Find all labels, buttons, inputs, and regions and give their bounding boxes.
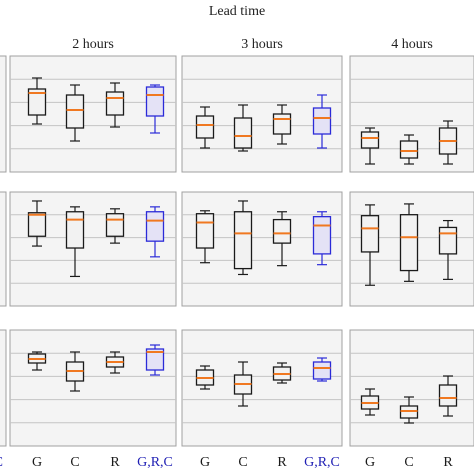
category-label: G xyxy=(200,455,210,470)
category-label: G,R,C xyxy=(304,455,340,470)
box-iqr xyxy=(438,384,458,407)
panel-frame xyxy=(9,329,177,447)
category-label: G xyxy=(32,455,42,470)
box-iqr xyxy=(195,213,215,249)
box-iqr xyxy=(145,211,165,242)
panel-frame xyxy=(181,329,343,447)
box-iqr xyxy=(399,140,419,159)
box-iqr xyxy=(312,361,332,380)
category-label: R xyxy=(110,455,120,470)
box-iqr xyxy=(65,211,85,249)
category-label: R xyxy=(277,455,287,470)
column-header: 2 hours xyxy=(72,37,114,52)
box-iqr xyxy=(105,91,125,116)
box-iqr xyxy=(233,211,253,270)
category-label: C xyxy=(238,455,247,470)
category-label: G xyxy=(365,455,375,470)
box-iqr xyxy=(145,86,165,117)
box-iqr xyxy=(27,88,47,116)
box-iqr xyxy=(272,113,292,135)
box-iqr xyxy=(105,213,125,237)
partial-category-label: G,R,C xyxy=(0,455,3,470)
category-label: G,R,C xyxy=(137,455,173,470)
column-header: 4 hours xyxy=(391,37,433,52)
box-iqr xyxy=(65,94,85,129)
box-iqr xyxy=(145,348,165,371)
category-label: C xyxy=(404,455,413,470)
box-iqr xyxy=(438,226,458,255)
box-iqr xyxy=(195,115,215,139)
partial-panel xyxy=(0,191,7,307)
category-label: R xyxy=(443,455,453,470)
box-iqr xyxy=(272,218,292,244)
panel-frame xyxy=(9,191,177,307)
box-iqr xyxy=(360,131,380,149)
column-header: 3 hours xyxy=(241,37,283,52)
partial-panel xyxy=(0,329,7,447)
box-iqr xyxy=(360,215,380,253)
box-iqr xyxy=(312,107,332,135)
partial-panel xyxy=(0,55,7,173)
category-label: C xyxy=(70,455,79,470)
box-iqr xyxy=(399,214,419,272)
box-iqr xyxy=(233,117,253,149)
box-iqr xyxy=(27,212,47,237)
box-iqr xyxy=(312,216,332,255)
figure-title: Lead time xyxy=(208,4,266,19)
